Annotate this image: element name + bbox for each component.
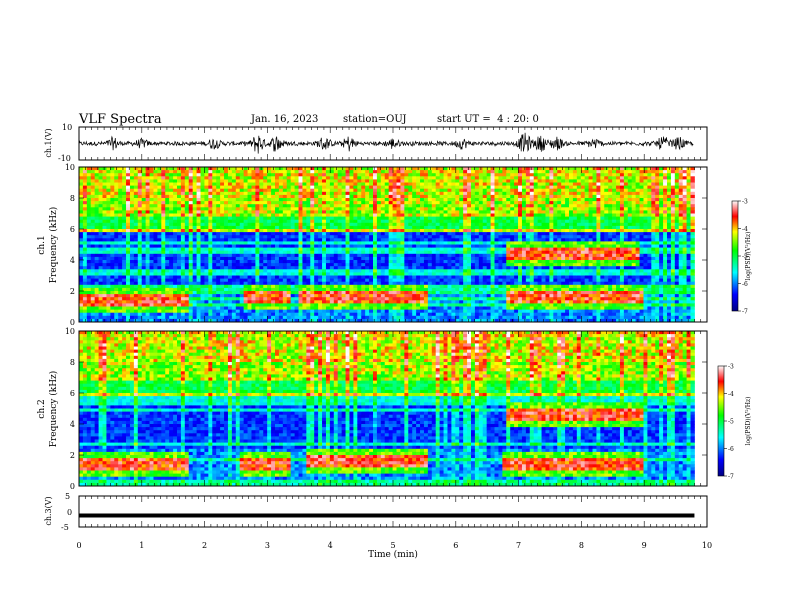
frequency-tick-label: 4 <box>70 420 75 429</box>
ch3-ytick-top: 5 <box>65 492 70 501</box>
time-tick-label: 6 <box>453 541 458 550</box>
ch1-colorbar-label: log(PSD)(V²/Hz) <box>745 232 752 281</box>
colorbar-tick-label: -7 <box>728 474 734 481</box>
time-tick-label: 5 <box>390 541 395 550</box>
ch1-spectrogram-panel: 0 2 4 6 8 10 ch.1 Frequency (kHz) <box>37 163 707 327</box>
frequency-tick-label: 4 <box>70 256 75 265</box>
ch2-colorbar-gradient <box>718 366 724 476</box>
colorbar-tick-label: -6 <box>742 281 748 288</box>
ch2-spectrogram-image <box>79 331 695 486</box>
ch2-frequency-ylabel: Frequency (kHz) <box>48 371 59 448</box>
time-tick-label: 10 <box>702 541 712 550</box>
time-axis-label: Time (min) <box>368 549 418 560</box>
time-tick-label: 3 <box>265 541 270 550</box>
frequency-tick-label: 2 <box>70 287 75 296</box>
ch3-ytick-mid: 0 <box>67 508 72 517</box>
time-tick-label: 8 <box>579 541 584 550</box>
frequency-tick-label: 6 <box>70 389 75 398</box>
ch2-colorbar-label: log(PSD)(V²/Hz) <box>745 397 752 446</box>
ch3-ytick-bottom: -5 <box>61 523 69 532</box>
time-tick-label: 9 <box>642 541 647 550</box>
frequency-tick-label: 10 <box>65 327 75 336</box>
ch2-spectrogram-panel: 0 2 4 6 8 10 ch.2 Frequency (kHz) <box>37 327 707 491</box>
ch1-colorbar-gradient <box>732 201 738 311</box>
ch2-label: ch.2 <box>37 399 47 418</box>
ch1-ytick-top: 10 <box>62 123 72 132</box>
time-tick-label: 7 <box>516 541 521 550</box>
time-tick-label: 0 <box>76 541 81 550</box>
frequency-tick-label: 2 <box>70 451 75 460</box>
ch1-label: ch.1 <box>37 235 47 254</box>
colorbar-tick-label: -3 <box>742 199 748 206</box>
frequency-tick-label: 8 <box>70 358 75 367</box>
colorbar-tick-label: -3 <box>728 364 734 371</box>
frequency-tick-label: 6 <box>70 225 75 234</box>
time-tick-label: 1 <box>139 541 144 550</box>
frequency-tick-label: 8 <box>70 194 75 203</box>
time-axis-tick-labels: 0 1 2 3 4 5 6 7 8 9 10 <box>76 541 712 550</box>
colorbar-tick-label: -7 <box>742 309 748 316</box>
ch1-frequency-ylabel: Frequency (kHz) <box>48 207 59 284</box>
frequency-tick-label: 10 <box>65 163 75 172</box>
colorbar-tick-label: -4 <box>728 391 734 398</box>
ch1-waveform-ylabel: ch.1(V) <box>44 128 53 157</box>
ch1-ytick-bottom: -10 <box>58 154 71 163</box>
ch1-waveform-panel: 10 -10 ch.1(V) <box>44 123 707 163</box>
time-tick-label: 2 <box>202 541 207 550</box>
ch1-colorbar: -3-4-5-6-7 log(PSD)(V²/Hz) <box>732 199 752 316</box>
frequency-tick-label: 0 <box>70 482 75 491</box>
ch3-waveform-ylabel: ch.3(V) <box>44 496 53 525</box>
colorbar-tick-label: -5 <box>728 419 734 426</box>
time-tick-label: 4 <box>328 541 333 550</box>
frequency-tick-label: 0 <box>70 318 75 327</box>
ch1-spectrogram-image <box>79 167 695 322</box>
colorbar-tick-label: -6 <box>728 446 734 453</box>
ch3-waveform-panel: 5 0 -5 ch.3(V) <box>44 492 707 532</box>
ch2-colorbar: -3 -4 -5 -6 -7 log(PSD)(V²/Hz) <box>718 364 752 481</box>
